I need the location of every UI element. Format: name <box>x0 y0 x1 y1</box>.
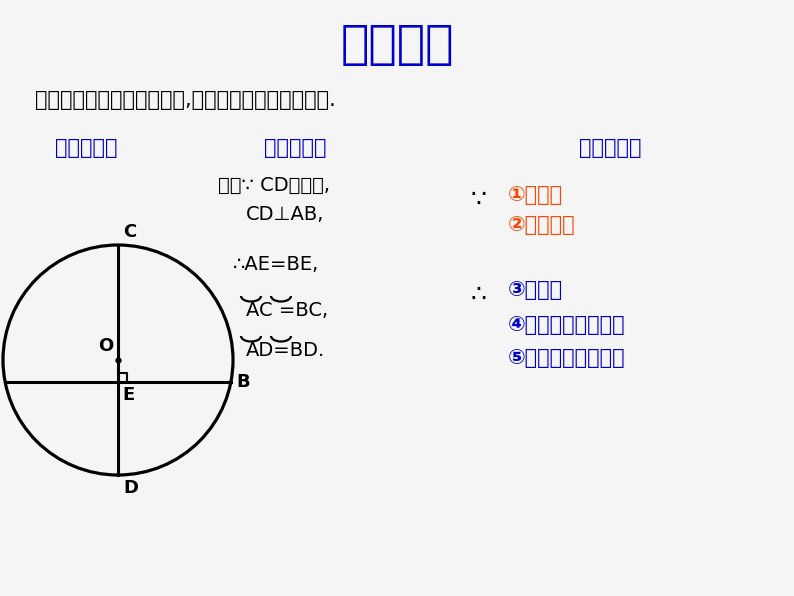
Text: CD⊥AB,: CD⊥AB, <box>246 206 325 225</box>
Text: ②垂直于弦: ②垂直于弦 <box>508 215 576 235</box>
Text: 如图∵ CD是直径,: 如图∵ CD是直径, <box>218 175 330 194</box>
Text: AD=BD.: AD=BD. <box>246 340 326 359</box>
Text: ∴: ∴ <box>470 283 486 307</box>
Text: ∴AE=BE,: ∴AE=BE, <box>233 256 319 275</box>
Text: B: B <box>236 373 249 391</box>
Text: O: O <box>98 337 113 355</box>
Text: ∵: ∵ <box>470 188 486 212</box>
Text: 垂直于弦的直径平分这条弦,并且平分弦所对的两条弧.: 垂直于弦的直径平分这条弦,并且平分弦所对的两条弧. <box>35 90 336 110</box>
Text: 垂径定理: 垂径定理 <box>341 23 453 67</box>
Text: 符号语言：: 符号语言： <box>264 138 326 158</box>
Text: 图形语言：: 图形语言： <box>55 138 118 158</box>
Text: C: C <box>123 223 137 241</box>
Text: E: E <box>122 386 134 404</box>
Text: ⑤平分弦所对的劣弧: ⑤平分弦所对的劣弧 <box>508 348 626 368</box>
Text: 文字语言：: 文字语言： <box>579 138 642 158</box>
Text: AC =BC,: AC =BC, <box>246 300 328 319</box>
Text: ④平分弦所对的优弧: ④平分弦所对的优弧 <box>508 315 626 335</box>
Text: ①过圆心: ①过圆心 <box>508 185 563 205</box>
Text: D: D <box>123 479 138 497</box>
Text: ③平分弦: ③平分弦 <box>508 280 563 300</box>
